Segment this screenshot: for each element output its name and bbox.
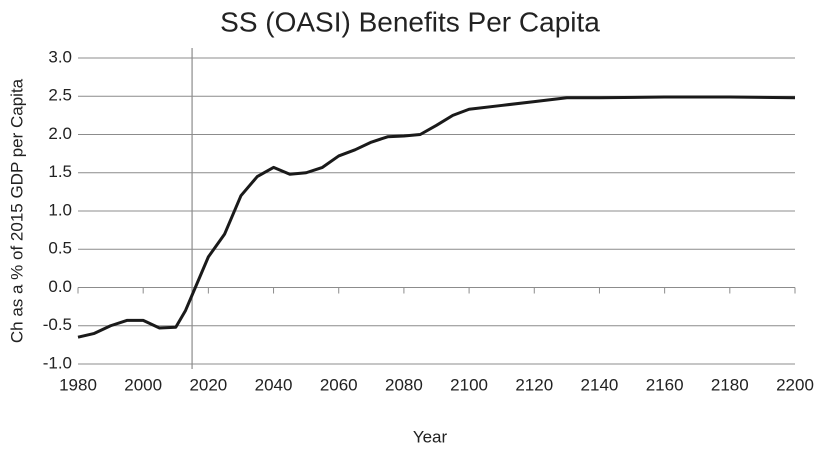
- y-tick-label: 2.0: [48, 124, 72, 143]
- y-tick-label: -1.0: [43, 353, 72, 372]
- y-tick-label: 0.5: [48, 239, 72, 258]
- x-tick-label: 2000: [124, 375, 162, 394]
- y-tick-label: 3.0: [48, 47, 72, 66]
- x-tick-label: 2180: [711, 375, 749, 394]
- y-tick-label: 1.0: [48, 200, 72, 219]
- x-tick-label: 2140: [581, 375, 619, 394]
- y-tick-label: -0.5: [43, 315, 72, 334]
- x-tick-label: 2200: [776, 375, 814, 394]
- data-line: [77, 95, 796, 339]
- chart-title: SS (OASI) Benefits Per Capita: [220, 6, 600, 37]
- y-tick-label: 1.5: [48, 162, 72, 181]
- x-tick-label: 2060: [320, 375, 358, 394]
- x-tick-label: 1980: [59, 375, 97, 394]
- x-tick-label: 2100: [450, 375, 488, 394]
- y-tick-label: 0.0: [48, 277, 72, 296]
- x-tick-label: 2160: [646, 375, 684, 394]
- y-tick-label: 2.5: [48, 86, 72, 105]
- y-axis-label: Ch as a % of 2015 GDP per Capita: [7, 78, 26, 343]
- x-tick-label: 2120: [515, 375, 553, 394]
- x-tick-label: 2020: [189, 375, 227, 394]
- x-tick-label: 2040: [255, 375, 293, 394]
- x-tick-label: 2080: [385, 375, 423, 394]
- x-axis-label: Year: [413, 427, 448, 446]
